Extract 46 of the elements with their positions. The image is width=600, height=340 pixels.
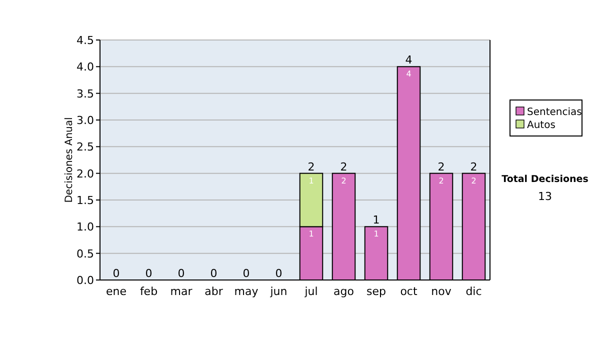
- x-tick-label: may: [234, 285, 259, 298]
- x-tick-label: dic: [466, 285, 482, 298]
- y-tick-label: 2.5: [76, 140, 94, 154]
- x-tick-label: jul: [304, 285, 318, 298]
- total-label: 2: [438, 160, 445, 174]
- total-label: 2: [470, 160, 478, 174]
- y-tick-label: 4.0: [76, 60, 94, 74]
- total-label: 2: [308, 160, 315, 174]
- data-label: 2: [438, 176, 444, 186]
- data-label: 4: [406, 70, 412, 79]
- x-tick-label: sep: [366, 285, 386, 298]
- legend-label: Sentencias: [527, 107, 582, 118]
- x-tick-label: mar: [170, 285, 193, 298]
- total-label: 0: [178, 267, 185, 280]
- data-label: 1: [374, 230, 379, 239]
- data-label: 1: [308, 176, 314, 186]
- y-tick-label: 2.0: [76, 167, 94, 180]
- total-label: 4: [405, 54, 412, 67]
- x-tick-label: nov: [431, 285, 452, 298]
- legend-label: Autos: [527, 120, 556, 131]
- total-label: 2: [340, 160, 348, 174]
- total-label: 0: [112, 267, 120, 280]
- y-tick-label: 1.0: [76, 220, 94, 234]
- y-axis-title: Decisiones Anual: [64, 117, 75, 203]
- total-label: 0: [275, 267, 282, 280]
- y-tick-label: 4.5: [76, 34, 94, 47]
- y-tick-label: 0.0: [76, 274, 94, 287]
- data-label: 2: [471, 176, 476, 186]
- total-label: 0: [145, 267, 152, 280]
- data-label: 2: [341, 176, 346, 186]
- y-tick-label: 3.5: [76, 87, 94, 100]
- x-tick-label: ene: [106, 285, 127, 298]
- x-tick-label: abr: [204, 285, 224, 298]
- total-label: 0: [210, 267, 218, 280]
- x-tick-label: feb: [140, 285, 158, 298]
- total-label: 0: [242, 267, 250, 280]
- total-label: 1: [372, 214, 380, 227]
- x-tick-label: oct: [400, 285, 418, 298]
- text: Total Decisiones: [502, 174, 589, 185]
- text: 13: [538, 190, 552, 203]
- x-tick-label: jun: [269, 285, 288, 298]
- y-tick-label: 3.0: [76, 114, 94, 127]
- data-label: 1: [308, 230, 314, 239]
- y-tick-label: 1.5: [76, 194, 94, 207]
- x-tick-label: ago: [334, 285, 354, 298]
- y-tick-label: 0.5: [76, 247, 94, 260]
